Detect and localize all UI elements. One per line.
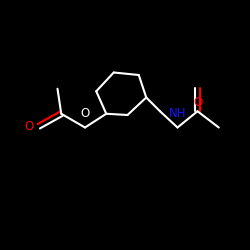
Text: O: O [193, 96, 202, 109]
Text: O: O [80, 107, 90, 120]
Text: O: O [24, 120, 34, 133]
Text: NH: NH [169, 107, 186, 120]
